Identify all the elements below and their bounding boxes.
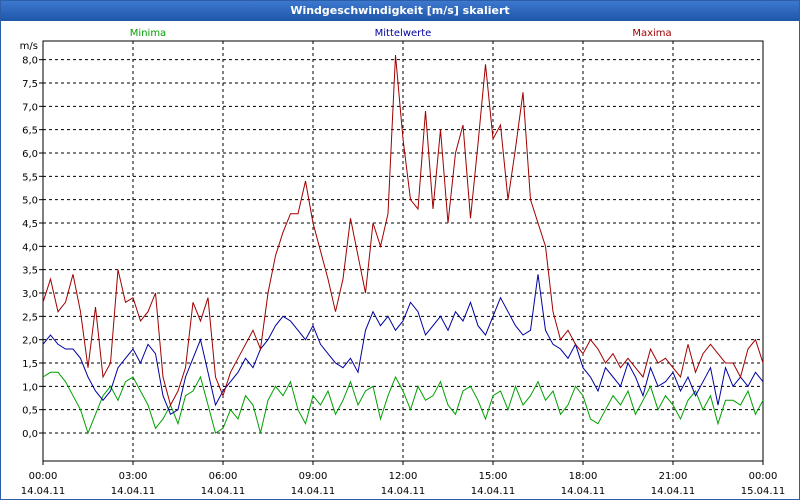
y-tick-label: 7,5 xyxy=(22,79,38,90)
x-tick-date: 14.04.11 xyxy=(381,486,426,497)
y-axis: 0,0 0,5 1,0 1,5 2,0 2,5 3,0 3,5 4,0 4,5 5,0 5,5 6,0 6… xyxy=(20,41,43,440)
y-tick-label: 0,5 xyxy=(22,406,38,417)
x-tick-date: 14.04.11 xyxy=(471,486,516,497)
series-line-mittelwerte xyxy=(42,274,764,416)
y-tick-label: 2,5 xyxy=(22,312,38,323)
series-line-minima xyxy=(42,371,764,435)
wind-speed-chart: 0,0 0,5 1,0 1,5 2,0 2,5 3,0 3,5 4,0 4,5 5,0 5,5 6,0 6… xyxy=(20,28,786,497)
x-tick-time: 00:00 xyxy=(749,471,778,482)
y-tick-label: 2,0 xyxy=(22,336,38,347)
x-tick-date: 15.04.11 xyxy=(741,486,786,497)
x-axis: 00:00 14.04.11 03:00 14.04.11 06:00 14.04.11 0… xyxy=(21,461,786,497)
grid xyxy=(43,41,763,461)
legend-mittelwerte: Mittelwerte xyxy=(375,28,432,39)
legend: Minima Mittelwerte Maxima xyxy=(130,28,672,39)
legend-minima: Minima xyxy=(130,28,166,39)
x-tick-time: 03:00 xyxy=(119,471,148,482)
y-tick-label: 1,0 xyxy=(22,382,38,393)
x-tick-time: 09:00 xyxy=(299,471,328,482)
x-tick-time: 21:00 xyxy=(659,471,688,482)
y-tick-label: 0,0 xyxy=(22,429,38,440)
legend-maxima: Maxima xyxy=(632,28,671,39)
y-tick-label: 5,5 xyxy=(22,172,38,183)
x-tick-time: 12:00 xyxy=(389,471,418,482)
x-tick-date: 14.04.11 xyxy=(291,486,336,497)
series-line-maxima xyxy=(42,54,764,407)
x-tick-time: 15:00 xyxy=(479,471,508,482)
series-lines xyxy=(42,54,764,435)
y-tick-label: 3,5 xyxy=(22,266,38,277)
y-axis-label: m/s xyxy=(20,41,38,52)
y-tick-label: 7,0 xyxy=(22,102,38,113)
x-tick-date: 14.04.11 xyxy=(651,486,696,497)
y-tick-label: 6,0 xyxy=(22,149,38,160)
x-tick-date: 14.04.11 xyxy=(111,486,156,497)
x-tick-time: 06:00 xyxy=(209,471,238,482)
window-title: Windgeschwindigkeit [m/s] skaliert xyxy=(1,1,799,21)
y-tick-label: 6,5 xyxy=(22,126,38,137)
y-tick-label: 3,0 xyxy=(22,289,38,300)
x-tick-date: 14.04.11 xyxy=(201,486,246,497)
x-tick-date: 14.04.11 xyxy=(21,486,66,497)
x-tick-date: 14.04.11 xyxy=(561,486,606,497)
y-tick-label: 4,5 xyxy=(22,219,38,230)
x-tick-time: 18:00 xyxy=(569,471,598,482)
x-tick-time: 00:00 xyxy=(29,471,58,482)
y-tick-label: 1,5 xyxy=(22,359,38,370)
y-tick-label: 8,0 xyxy=(22,56,38,67)
y-tick-label: 5,0 xyxy=(22,196,38,207)
y-tick-label: 4,0 xyxy=(22,242,38,253)
